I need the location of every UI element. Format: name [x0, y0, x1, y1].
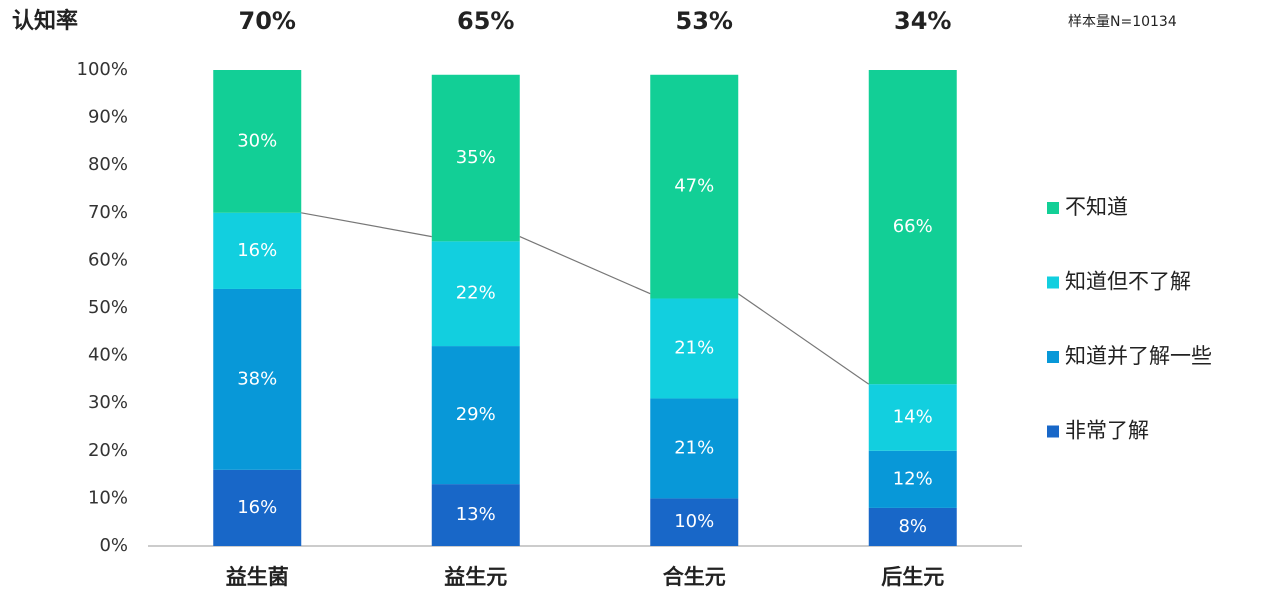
bar-segment	[431, 241, 520, 347]
x-tick-label: 合生元	[663, 565, 726, 589]
awareness-value: 53%	[676, 7, 733, 35]
y-tick-label: 50%	[88, 297, 128, 318]
legend-label: 不知道	[1065, 195, 1128, 219]
y-tick-label: 40%	[88, 345, 128, 366]
legend-label: 知道但不了解	[1065, 270, 1191, 294]
data-label: 35%	[456, 147, 496, 168]
legend-swatch	[1047, 202, 1059, 214]
bar-segment	[650, 74, 739, 299]
awareness-value: 70%	[239, 7, 296, 35]
legend-label: 非常了解	[1065, 419, 1149, 443]
awareness-line	[519, 236, 651, 295]
bar-segment	[650, 498, 739, 546]
bar-segment	[868, 70, 957, 385]
bar-segment	[213, 469, 302, 546]
data-label: 29%	[456, 404, 496, 425]
data-label: 16%	[237, 240, 277, 261]
y-tick-label: 80%	[88, 154, 128, 175]
bar-segment	[868, 450, 957, 508]
awareness-value: 65%	[457, 7, 514, 35]
bar-segment	[213, 212, 302, 289]
bar-segment	[431, 74, 520, 242]
data-label: 8%	[898, 516, 927, 537]
y-tick-label: 20%	[88, 440, 128, 461]
y-tick-label: 90%	[88, 107, 128, 128]
legend-label: 知道并了解一些	[1065, 344, 1212, 368]
x-tick-label: 益生菌	[226, 565, 289, 589]
awareness-line	[301, 212, 432, 238]
y-tick-label: 70%	[88, 202, 128, 223]
legend-swatch	[1047, 425, 1059, 438]
y-tick-label: 0%	[99, 535, 128, 556]
legend-swatch	[1047, 351, 1059, 363]
data-label: 16%	[237, 497, 277, 518]
data-label: 30%	[237, 130, 277, 151]
awareness-label: 认知率	[12, 8, 78, 34]
data-label: 12%	[893, 468, 933, 489]
x-tick-label: 益生元	[444, 565, 507, 589]
awareness-value: 34%	[894, 7, 951, 35]
data-label: 66%	[893, 216, 933, 237]
bar-segment	[868, 507, 957, 546]
data-label: 21%	[674, 437, 714, 458]
y-tick-label: 10%	[88, 487, 128, 508]
awareness-line	[737, 293, 870, 385]
data-label: 47%	[674, 176, 714, 197]
y-tick-label: 100%	[77, 59, 128, 80]
data-label: 13%	[456, 504, 496, 525]
x-tick-label: 后生元	[881, 565, 944, 589]
bar-segment	[431, 346, 520, 485]
sample-note: 样本量N=10134	[1068, 14, 1177, 30]
bar-segment	[431, 484, 520, 546]
bar-segment	[213, 70, 302, 213]
legend-swatch	[1047, 276, 1059, 289]
y-tick-label: 30%	[88, 392, 128, 413]
data-label: 21%	[674, 337, 714, 358]
bar-segment	[213, 288, 302, 470]
y-tick-label: 60%	[88, 249, 128, 270]
data-label: 14%	[893, 406, 933, 427]
data-label: 10%	[674, 511, 714, 532]
bar-segment	[650, 298, 739, 399]
data-label: 38%	[237, 368, 277, 389]
bar-segment	[650, 398, 739, 499]
data-label: 22%	[456, 283, 496, 304]
bar-segment	[868, 384, 957, 451]
